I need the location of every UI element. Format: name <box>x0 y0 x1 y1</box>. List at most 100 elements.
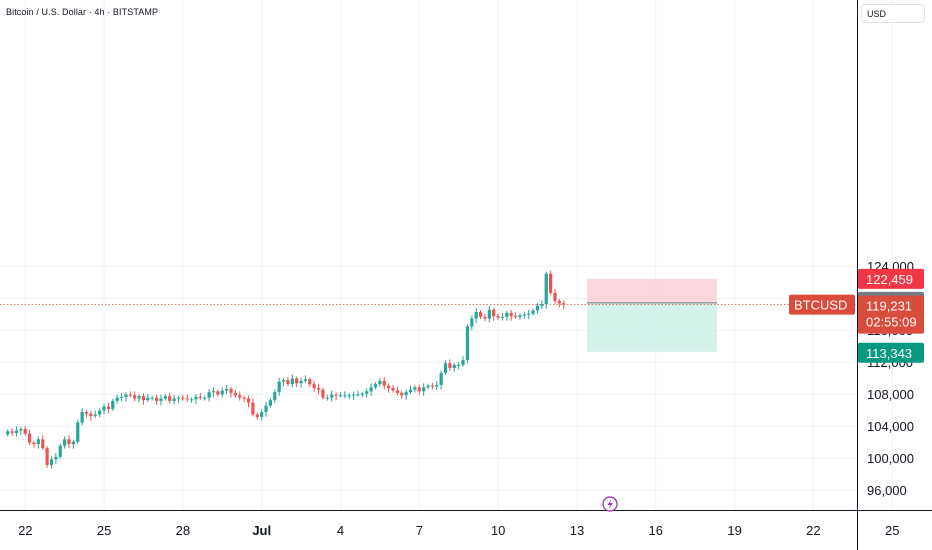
candle-body[interactable] <box>308 379 312 385</box>
candle-body[interactable] <box>229 388 233 393</box>
candle-body[interactable] <box>404 392 408 396</box>
candle-body[interactable] <box>470 318 474 327</box>
candle-body[interactable] <box>303 379 308 381</box>
candle-body[interactable] <box>295 378 299 384</box>
candle-body[interactable] <box>290 378 294 385</box>
candle-body[interactable] <box>146 397 150 401</box>
candle-body[interactable] <box>36 439 40 445</box>
candle-body[interactable] <box>461 360 465 365</box>
candle-body[interactable] <box>163 396 167 399</box>
candle-body[interactable] <box>500 316 505 318</box>
candle-body[interactable] <box>45 448 49 465</box>
candle-body[interactable] <box>382 380 386 386</box>
candle-body[interactable] <box>19 428 23 431</box>
candle-body[interactable] <box>260 412 264 417</box>
candle-body[interactable] <box>343 395 347 397</box>
candle-body[interactable] <box>553 292 557 301</box>
candle-body[interactable] <box>54 456 58 460</box>
candle-body[interactable] <box>452 364 456 369</box>
candle-body[interactable] <box>255 414 259 417</box>
candle-body[interactable] <box>124 394 128 397</box>
candle-body[interactable] <box>128 394 132 396</box>
candle-body[interactable] <box>443 363 448 373</box>
candle-body[interactable] <box>251 402 255 415</box>
candle-body[interactable] <box>268 400 272 406</box>
candle-body[interactable] <box>408 389 413 393</box>
symbol-badge-bg[interactable] <box>789 294 855 315</box>
candle-body[interactable] <box>106 406 111 409</box>
candle-body[interactable] <box>194 396 198 400</box>
candle-body[interactable] <box>391 388 395 391</box>
candle-body[interactable] <box>487 309 491 319</box>
candle-body[interactable] <box>422 387 426 392</box>
candle-body[interactable] <box>137 396 141 399</box>
candle-body[interactable] <box>23 428 27 434</box>
take-profit-zone[interactable] <box>587 302 717 352</box>
candle-body[interactable] <box>10 431 14 433</box>
candle-body[interactable] <box>233 392 237 396</box>
candle-body[interactable] <box>84 412 89 414</box>
candle-body[interactable] <box>413 387 417 390</box>
candle-body[interactable] <box>527 313 531 315</box>
candle-body[interactable] <box>32 442 36 445</box>
candle-body[interactable] <box>478 312 483 317</box>
candle-body[interactable] <box>369 387 373 392</box>
candle-body[interactable] <box>277 381 281 393</box>
candle-body[interactable] <box>102 406 106 411</box>
stop-loss-zone[interactable] <box>587 278 717 303</box>
candle-body[interactable] <box>246 398 251 403</box>
candle-body[interactable] <box>41 439 45 449</box>
candle-body[interactable] <box>330 394 334 398</box>
candle-body[interactable] <box>474 312 478 319</box>
candle-body[interactable] <box>544 273 548 305</box>
candle-body[interactable] <box>98 410 102 415</box>
candle-body[interactable] <box>299 380 303 384</box>
candle-body[interactable] <box>185 398 189 400</box>
candle-body[interactable] <box>14 430 19 433</box>
candle-body[interactable] <box>150 397 154 399</box>
candle-body[interactable] <box>365 391 369 394</box>
candle-body[interactable] <box>509 312 513 317</box>
candle-body[interactable] <box>395 390 399 393</box>
candle-body[interactable] <box>518 315 522 317</box>
candle-body[interactable] <box>216 391 220 395</box>
candle-body[interactable] <box>430 385 434 387</box>
candle-body[interactable] <box>273 392 277 401</box>
symbol-title[interactable]: Bitcoin / U.S. Dollar · 4h · BITSTAMP <box>6 7 159 17</box>
candle-body[interactable] <box>141 396 146 401</box>
candle-body[interactable] <box>496 316 500 318</box>
currency-selector[interactable]: USD <box>861 4 925 23</box>
candle-body[interactable] <box>483 316 487 319</box>
candle-body[interactable] <box>80 412 84 423</box>
candle-body[interactable] <box>457 364 461 366</box>
candle-body[interactable] <box>448 363 452 369</box>
candle-body[interactable] <box>159 398 163 401</box>
candle-body[interactable] <box>115 397 119 401</box>
candle-body[interactable] <box>334 394 338 396</box>
candle-body[interactable] <box>189 399 194 401</box>
candle-body[interactable] <box>281 380 286 382</box>
candle-body[interactable] <box>76 422 80 442</box>
candle-body[interactable] <box>203 397 207 399</box>
candle-body[interactable] <box>338 395 343 397</box>
candle-body[interactable] <box>562 303 566 305</box>
candle-body[interactable] <box>535 305 540 311</box>
candle-body[interactable] <box>316 388 321 390</box>
candle-body[interactable] <box>181 397 185 399</box>
candle-body[interactable] <box>242 397 246 399</box>
candle-body[interactable] <box>238 395 242 398</box>
candle-body[interactable] <box>435 384 439 387</box>
candle-body[interactable] <box>549 273 553 293</box>
candle-body[interactable] <box>111 400 115 409</box>
candle-body[interactable] <box>168 396 172 401</box>
candle-body[interactable] <box>356 394 360 396</box>
candle-body[interactable] <box>387 385 391 389</box>
candle-body[interactable] <box>400 392 404 396</box>
candle-body[interactable] <box>220 390 224 395</box>
candle-body[interactable] <box>439 372 443 385</box>
candle-body[interactable] <box>417 387 421 392</box>
candle-body[interactable] <box>557 300 561 304</box>
candle-body[interactable] <box>426 385 430 388</box>
candle-body[interactable] <box>347 395 351 397</box>
